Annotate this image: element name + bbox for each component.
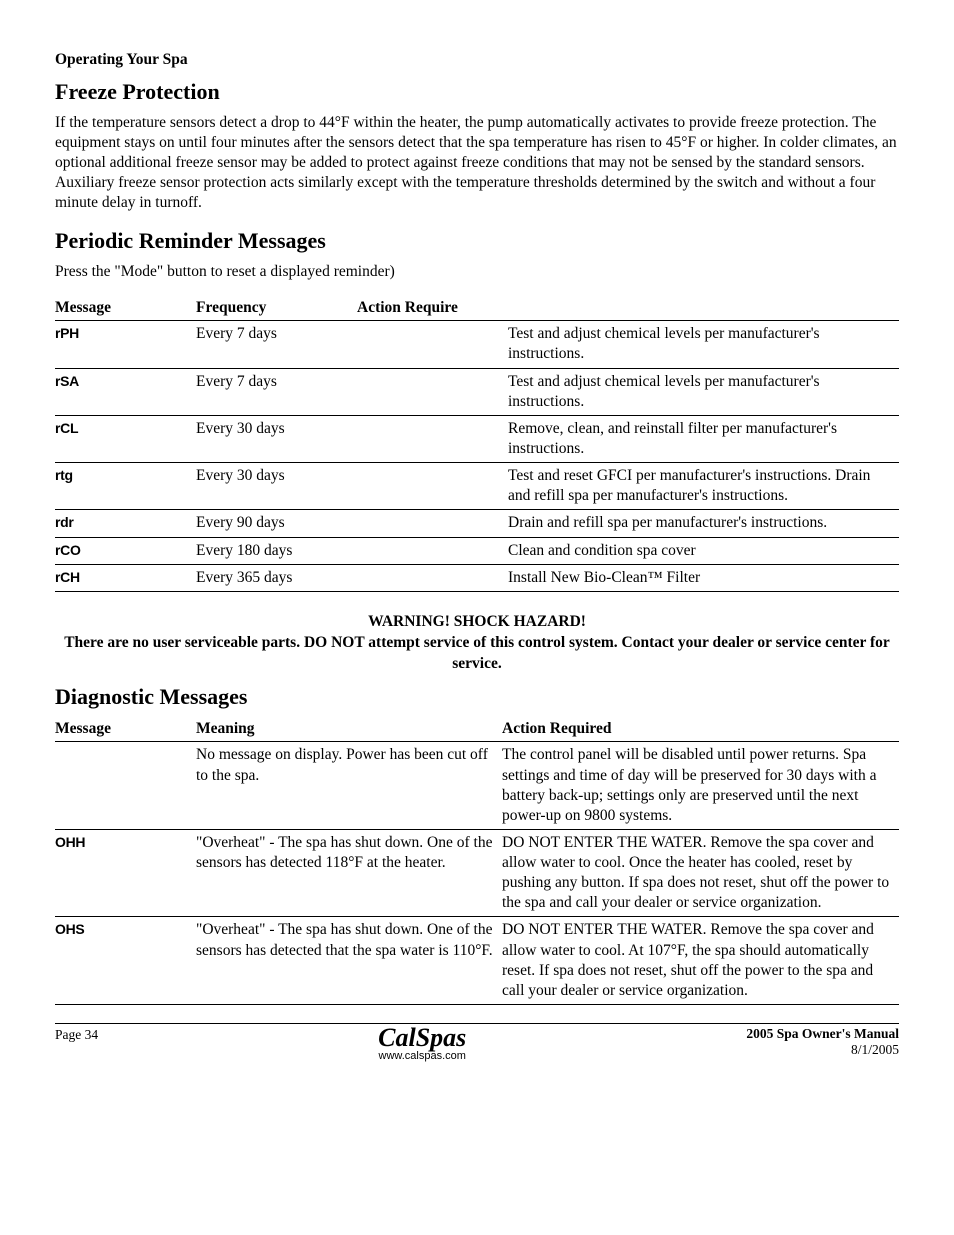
periodic-table: Message Frequency Action Require rPH Eve… (55, 296, 899, 592)
periodic-title: Periodic Reminder Messages (55, 227, 899, 256)
msg-freq: Every 180 days (196, 537, 357, 564)
msg-meaning: "Overheat" - The spa has shut down. One … (196, 917, 502, 1005)
msg-action: Install New Bio-Clean™ Filter (508, 564, 899, 591)
msg-action: Remove, clean, and reinstall filter per … (508, 415, 899, 462)
footer-brand-block: CalSpas www.calspas.com (98, 1026, 746, 1064)
msg-code: OHH (55, 829, 196, 917)
msg-action: Test and adjust chemical levels per manu… (508, 368, 899, 415)
table-row: OHH "Overheat" - The spa has shut down. … (55, 829, 899, 917)
msg-freq: Every 90 days (196, 510, 357, 537)
msg-freq: Every 30 days (196, 415, 357, 462)
msg-action: Test and adjust chemical levels per manu… (508, 321, 899, 368)
periodic-col-action-label: Action Require (357, 296, 508, 321)
msg-meaning: No message on display. Power has been cu… (196, 742, 502, 830)
msg-code: rCO (55, 537, 196, 564)
brand-logo: CalSpas (98, 1026, 746, 1049)
msg-meaning: "Overheat" - The spa has shut down. One … (196, 829, 502, 917)
msg-action: DO NOT ENTER THE WATER. Remove the spa c… (502, 829, 899, 917)
msg-spacer (357, 368, 508, 415)
msg-spacer (357, 537, 508, 564)
table-row: No message on display. Power has been cu… (55, 742, 899, 830)
msg-spacer (357, 321, 508, 368)
warning-title: WARNING! SHOCK HAZARD! (55, 612, 899, 633)
msg-code: rPH (55, 321, 196, 368)
msg-action: Clean and condition spa cover (508, 537, 899, 564)
msg-spacer (357, 415, 508, 462)
table-row: rSA Every 7 days Test and adjust chemica… (55, 368, 899, 415)
msg-action: The control panel will be disabled until… (502, 742, 899, 830)
msg-spacer (357, 463, 508, 510)
page-section-header: Operating Your Spa (55, 50, 899, 70)
warning-block: WARNING! SHOCK HAZARD! There are no user… (55, 612, 899, 675)
brand-url: www.calspas.com (98, 1049, 746, 1063)
table-row: OHS "Overheat" - The spa has shut down. … (55, 917, 899, 1005)
table-row: rCO Every 180 days Clean and condition s… (55, 537, 899, 564)
msg-code (55, 742, 196, 830)
msg-freq: Every 30 days (196, 463, 357, 510)
diag-col-action: Action Required (502, 717, 899, 742)
msg-freq: Every 365 days (196, 564, 357, 591)
freeze-title: Freeze Protection (55, 78, 899, 107)
msg-spacer (357, 510, 508, 537)
warning-body: There are no user serviceable parts. DO … (55, 633, 899, 675)
page-footer: Page 34 CalSpas www.calspas.com 2005 Spa… (55, 1023, 899, 1064)
freeze-body: If the temperature sensors detect a drop… (55, 113, 899, 214)
diagnostic-title: Diagnostic Messages (55, 683, 899, 712)
msg-freq: Every 7 days (196, 321, 357, 368)
footer-manual-title: 2005 Spa Owner's Manual (746, 1026, 899, 1041)
table-row: rtg Every 30 days Test and reset GFCI pe… (55, 463, 899, 510)
msg-code: rtg (55, 463, 196, 510)
table-row: rPH Every 7 days Test and adjust chemica… (55, 321, 899, 368)
periodic-col-message: Message (55, 296, 196, 321)
msg-code: rSA (55, 368, 196, 415)
footer-page-number: Page 34 (55, 1026, 98, 1044)
table-row: rCL Every 30 days Remove, clean, and rei… (55, 415, 899, 462)
table-row: rCH Every 365 days Install New Bio-Clean… (55, 564, 899, 591)
msg-code: rCH (55, 564, 196, 591)
footer-right: 2005 Spa Owner's Manual 8/1/2005 (746, 1026, 899, 1057)
periodic-intro: Press the "Mode" button to reset a displ… (55, 262, 899, 282)
msg-code: OHS (55, 917, 196, 1005)
msg-action: Test and reset GFCI per manufacturer's i… (508, 463, 899, 510)
diag-col-message: Message (55, 717, 196, 742)
diagnostic-table: Message Meaning Action Required No messa… (55, 717, 899, 1005)
table-row: rdr Every 90 days Drain and refill spa p… (55, 510, 899, 537)
diag-col-meaning: Meaning (196, 717, 502, 742)
periodic-col-frequency: Frequency (196, 296, 357, 321)
msg-action: Drain and refill spa per manufacturer's … (508, 510, 899, 537)
periodic-col-spacer (508, 296, 899, 321)
footer-date: 8/1/2005 (746, 1042, 899, 1058)
msg-freq: Every 7 days (196, 368, 357, 415)
msg-code: rCL (55, 415, 196, 462)
msg-code: rdr (55, 510, 196, 537)
msg-action: DO NOT ENTER THE WATER. Remove the spa c… (502, 917, 899, 1005)
msg-spacer (357, 564, 508, 591)
